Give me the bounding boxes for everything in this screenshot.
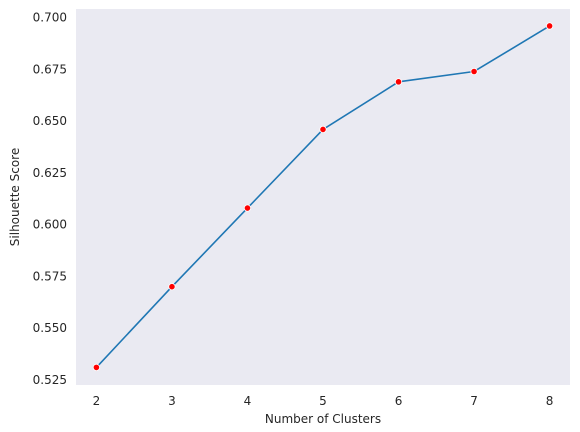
y-tick-label: 0.525: [33, 373, 67, 387]
data-point: [394, 78, 403, 86]
x-axis: 2 3 4 5 6 7 8: [93, 394, 554, 408]
data-points: [92, 22, 554, 372]
y-tick-label: 0.675: [33, 62, 67, 76]
y-tick-label: 0.700: [33, 11, 67, 25]
data-point: [546, 22, 554, 30]
y-axis: 0.525 0.550 0.575 0.600 0.625 0.650 0.675 0.700: [33, 11, 67, 387]
data-point: [92, 363, 100, 372]
y-tick-label: 0.600: [33, 218, 67, 232]
y-tick-label: 0.650: [33, 114, 67, 128]
y-tick-label: 0.550: [33, 321, 67, 335]
data-point: [470, 67, 478, 76]
y-axis-label: Silhouette Score: [8, 148, 22, 246]
y-tick-label: 0.625: [33, 166, 67, 180]
x-tick-label: 2: [93, 394, 101, 408]
y-tick-label: 0.575: [33, 269, 67, 283]
x-tick-label: 6: [395, 394, 403, 408]
x-tick-label: 8: [546, 394, 554, 408]
x-tick-label: 4: [244, 394, 252, 408]
data-point: [319, 125, 327, 134]
data-point: [243, 204, 252, 212]
data-point: [168, 283, 176, 291]
x-axis-label: Number of Clusters: [265, 412, 381, 426]
x-tick-label: 7: [470, 394, 478, 408]
x-tick-label: 3: [168, 394, 176, 408]
plot-area: [76, 9, 570, 385]
x-tick-label: 5: [319, 394, 327, 408]
